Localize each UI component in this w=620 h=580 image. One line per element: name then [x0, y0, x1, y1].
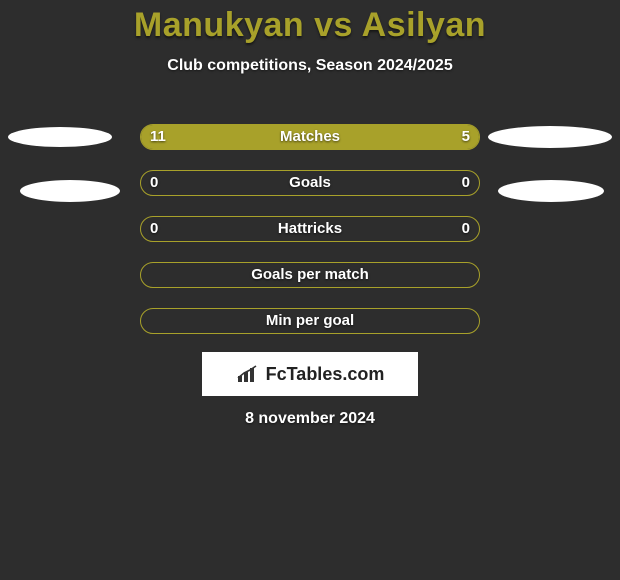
stat-value-player1: 11: [150, 124, 166, 150]
stat-value-player2: 5: [462, 124, 470, 150]
stat-row: Goals per match: [0, 262, 620, 288]
placeholder-ellipse: [8, 127, 112, 147]
stat-label: Goals per match: [140, 262, 480, 288]
placeholder-ellipse: [488, 126, 612, 148]
stat-label: Min per goal: [140, 308, 480, 334]
stat-label: Goals: [140, 170, 480, 196]
bar-chart-icon: [236, 364, 262, 384]
comparison-card: Manukyan vs Asilyan Club competitions, S…: [0, 0, 620, 580]
brand-badge: FcTables.com: [202, 352, 418, 396]
stat-label: Hattricks: [140, 216, 480, 242]
stat-row: Hattricks0 0: [0, 216, 620, 242]
stat-value-player1: 0: [150, 216, 158, 242]
stat-value-player2: 0: [462, 170, 470, 196]
brand-text: FcTables.com: [266, 364, 385, 385]
snapshot-date: 8 november 2024: [0, 410, 620, 428]
stat-label: Matches: [140, 124, 480, 150]
stat-value-player1: 0: [150, 170, 158, 196]
stats-rows: Matches115Goals00Hattricks00Goals per ma…: [0, 124, 620, 354]
placeholder-ellipse: [498, 180, 604, 202]
page-title: Manukyan vs Asilyan: [0, 0, 620, 45]
placeholder-ellipse: [20, 180, 120, 202]
subtitle: Club competitions, Season 2024/2025: [0, 57, 620, 75]
stat-value-player2: 0: [462, 216, 470, 242]
stat-row: Min per goal: [0, 308, 620, 334]
